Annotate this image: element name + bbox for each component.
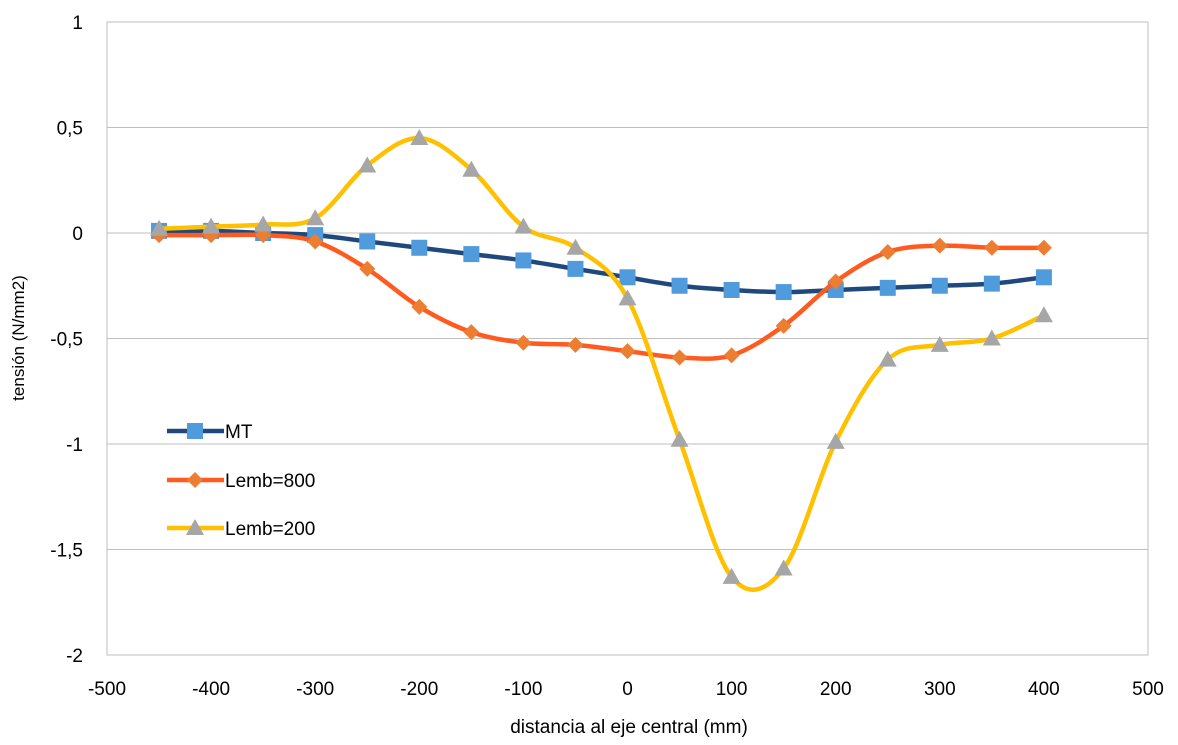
data-point [618,289,637,306]
data-point [723,281,740,298]
legend-item: Lemb=800 [167,471,315,492]
y-tick-label: -1 [66,435,83,456]
data-point [359,260,376,277]
x-tick-label: -400 [192,679,230,700]
legend-marker [186,519,204,535]
data-point [307,233,324,250]
series-line [156,232,1047,361]
x-tick-label: -500 [88,679,126,700]
data-point [566,238,585,255]
axes: 1 0,5 0 -0,5 -1 -1,5 -2-500 -400 -300 -200 -100 0 10… [50,13,1164,700]
series-line [156,228,1047,295]
data-point [619,343,636,360]
data-point [1035,239,1052,256]
y-tick-label: -2 [66,646,83,667]
y-axis-label: tensión (N/mm2) [9,275,28,401]
legend-label: MT [225,422,253,443]
data-point [515,334,532,351]
x-tick-label: 400 [1028,679,1060,700]
data-point [774,559,793,576]
data-point [567,260,584,277]
data-point [306,209,325,226]
y-tick-label: -0,5 [50,330,83,351]
data-point [879,243,896,260]
data-point [931,237,948,254]
data-point [411,298,428,315]
x-tick-label: 300 [924,679,956,700]
data-point [254,215,273,232]
data-point [1034,306,1053,323]
data-point [983,275,1000,292]
data-point [410,129,429,146]
legend-item: Lemb=200 [167,519,315,540]
legend-marker [187,423,203,439]
data-point [879,279,896,296]
data-point [359,233,376,250]
x-tick-label: -300 [296,679,334,700]
data-point [826,432,845,449]
series-3 [150,129,1053,592]
series-2 [151,227,1052,366]
data-point [670,430,689,447]
data-point [462,160,481,177]
y-tick-label: -1,5 [50,541,83,562]
data-point [567,336,584,353]
data-point [358,156,377,173]
data-point [930,335,949,352]
plot-area-border [106,21,1149,656]
x-axis-label: distancia al eje central (mm) [510,717,748,738]
x-tick-label: -100 [504,679,542,700]
data-point [671,277,688,294]
x-tick-label: 0 [622,679,633,700]
y-tick-label: 0,5 [57,119,83,140]
data-point [463,246,480,263]
data-point [514,217,533,234]
data-point [1035,269,1052,286]
legend-marker [187,472,203,488]
data-point [722,567,741,584]
data-point [723,347,740,364]
data-point [411,239,428,256]
legend-item: MT [167,422,253,443]
data-point [775,317,792,334]
data-point [878,350,897,367]
data-point [983,239,1000,256]
y-tick-label: 0 [72,224,83,245]
data-point [515,252,532,269]
x-tick-label: 100 [716,679,748,700]
series-layer [150,129,1053,592]
data-point [619,269,636,286]
data-point [671,349,688,366]
data-point [827,273,844,290]
legend-label: Lemb=800 [225,471,315,492]
data-point [982,329,1001,346]
legend-label: Lemb=200 [225,519,315,540]
legend: MT Lemb=800 Lemb=200 [167,422,315,540]
y-tick-label: 1 [72,13,83,34]
data-point [150,219,169,236]
x-tick-label: 200 [820,679,852,700]
x-tick-label: -200 [400,679,438,700]
data-point [463,324,480,341]
data-point [775,284,792,301]
data-point [202,217,221,234]
x-tick-label: 500 [1132,679,1164,700]
data-point [931,277,948,294]
